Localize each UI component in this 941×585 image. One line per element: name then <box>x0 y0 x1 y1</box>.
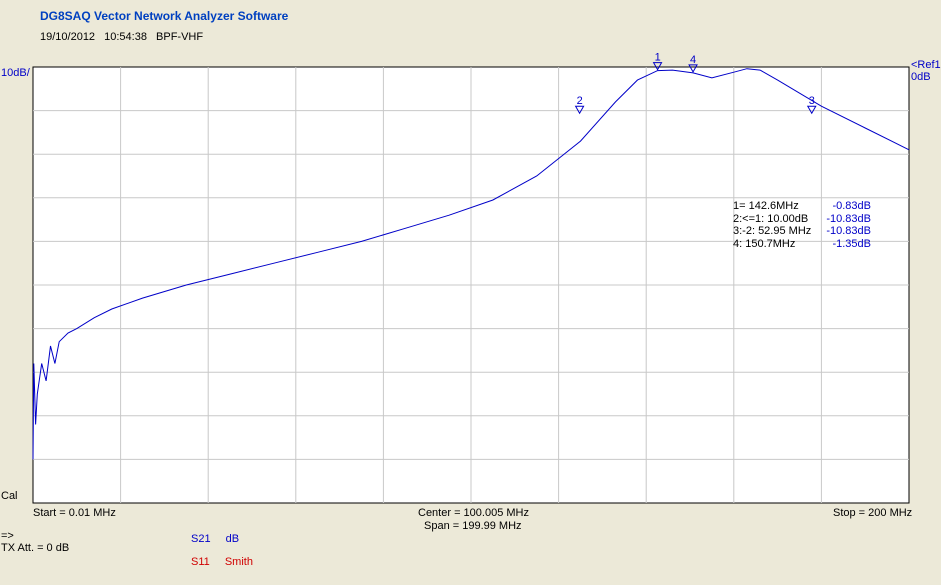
app-title: DG8SAQ Vector Network Analyzer Software <box>40 9 289 23</box>
marker-4-label: 4 <box>690 54 696 66</box>
marker-readout: 1= 142.6MHz -0.83dB 2:<=1: 10.00dB -10.83d… <box>733 200 893 250</box>
arrow-indicator: => <box>1 530 14 542</box>
ref-value: 0dB <box>911 71 931 83</box>
grid <box>33 67 909 503</box>
marker-3-label: 3 <box>809 95 815 107</box>
reference-label: <Ref1 0dB <box>911 59 941 83</box>
marker-1-triangle <box>652 62 663 71</box>
center-freq: Center = 100.005 MHz <box>418 507 529 519</box>
marker-2-label: 2 <box>577 95 583 107</box>
trace-s21-name: S21 <box>191 533 211 545</box>
y-scale-label: 10dB/ <box>1 67 30 79</box>
measurement-name: BPF-VHF <box>156 31 204 43</box>
marker-4-triangle <box>688 64 698 73</box>
ref-name: <Ref1 <box>911 59 941 71</box>
trace-s21-format: dB <box>225 533 240 545</box>
marker-row-3: 3:-2: 52.95 MHz -10.83dB <box>733 225 871 237</box>
marker-1-label: 1 <box>655 52 661 64</box>
marker-row-2: 2:<=1: 10.00dB -10.83dB <box>733 212 871 225</box>
marker-2-triangle <box>574 105 585 115</box>
marker-row-4: 4: 150.7MHz -1.35dB <box>733 237 871 250</box>
time-label: 10:54:38 <box>104 31 147 43</box>
start-freq: Start = 0.01 MHz <box>33 507 116 519</box>
tx-attenuation: TX Att. = 0 dB <box>1 542 70 554</box>
trace-s11-legend[interactable]: S11 Smith <box>191 556 253 568</box>
marker-row-1: 1= 142.6MHz -0.83dB <box>733 200 871 212</box>
cal-label: Cal <box>1 490 18 502</box>
trace-s21-legend[interactable]: S21 dB <box>191 533 239 545</box>
subtitle-row: 19/10/2012 10:54:38 BPF-VHF <box>40 31 209 43</box>
s21-trace <box>32 68 910 460</box>
date-label: 19/10/2012 <box>40 31 96 43</box>
markers-layer: 1 2 3 4 <box>574 52 817 115</box>
span-freq: Span = 199.99 MHz <box>424 520 522 532</box>
stop-freq: Stop = 200 MHz <box>833 507 913 519</box>
trace-s11-format: Smith <box>224 556 253 568</box>
marker-3-triangle <box>806 105 817 115</box>
trace-s11-name: S11 <box>191 556 210 568</box>
